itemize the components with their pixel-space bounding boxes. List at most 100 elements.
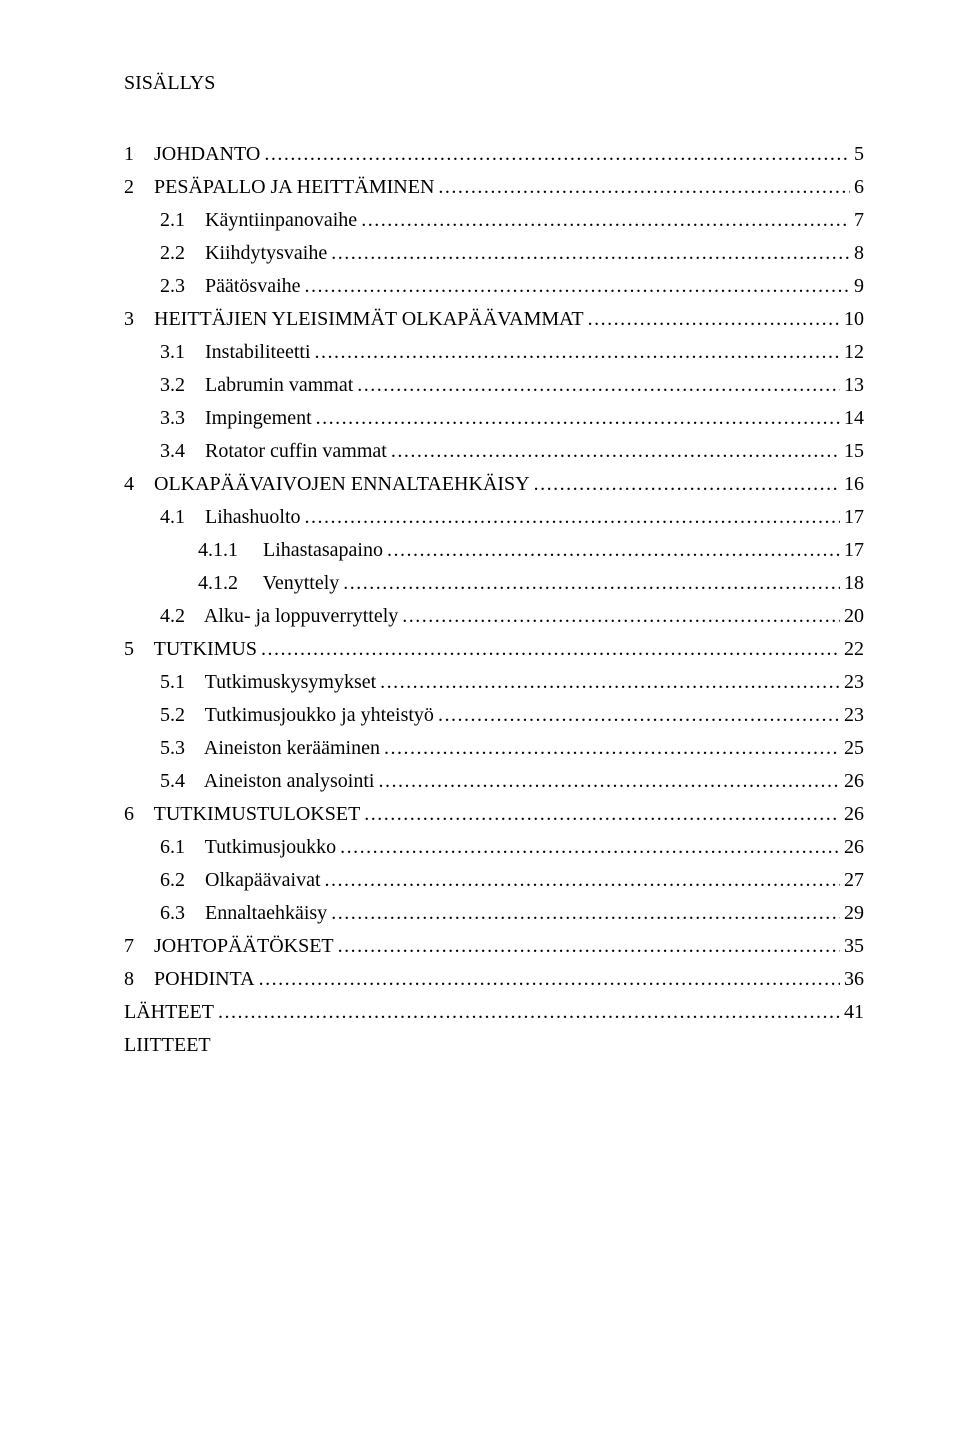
toc-entry: 2.3 Päätösvaihe 9	[124, 273, 864, 300]
toc-entry: 4 OLKAPÄÄVAIVOJEN ENNALTAEHKÄISY 16	[124, 471, 864, 498]
toc-page: 26	[844, 768, 864, 795]
toc-leader	[534, 471, 840, 498]
toc-label: 3 HEITTÄJIEN YLEISIMMÄT OLKAPÄÄVAMMAT	[124, 306, 584, 333]
toc-leader	[438, 702, 840, 729]
toc-entry: 6 TUTKIMUSTULOKSET 26	[124, 801, 864, 828]
toc-page: 36	[844, 966, 864, 993]
toc-entry: 4.1.1 Lihastasapaino 17	[124, 537, 864, 564]
toc-page: 6	[854, 174, 864, 201]
toc-entry: 4.1 Lihashuolto 17	[124, 504, 864, 531]
toc-label: 6 TUTKIMUSTULOKSET	[124, 801, 360, 828]
toc-page: 12	[844, 339, 864, 366]
toc-entry: LÄHTEET 41	[124, 999, 864, 1026]
toc-leader	[316, 405, 840, 432]
toc-entry: 2.1 Käyntiinpanovaihe 7	[124, 207, 864, 234]
toc-label: 3.3 Impingement	[160, 405, 312, 432]
toc-leader	[343, 570, 840, 597]
toc-label: 2.3 Päätösvaihe	[160, 273, 301, 300]
toc-leader	[378, 768, 840, 795]
toc-leader	[259, 966, 840, 993]
toc-entry-no-page: LIITTEET	[124, 1032, 864, 1059]
toc-page: 26	[844, 834, 864, 861]
toc-leader	[588, 306, 840, 333]
toc-label: 6.2 Olkapäävaivat	[160, 867, 321, 894]
toc-label: 5.4 Aineiston analysointi	[160, 768, 374, 795]
toc-leader	[357, 372, 840, 399]
toc-entry: 4.2 Alku- ja loppuverryttely 20	[124, 603, 864, 630]
toc-page: 41	[844, 999, 864, 1026]
toc-page: 10	[844, 306, 864, 333]
toc-entry: 8 POHDINTA 36	[124, 966, 864, 993]
toc-entry: 2 PESÄPALLO JA HEITTÄMINEN 6	[124, 174, 864, 201]
toc-label: 4.2 Alku- ja loppuverryttely	[160, 603, 398, 630]
toc-label: 2.1 Käyntiinpanovaihe	[160, 207, 357, 234]
toc-page: 23	[844, 669, 864, 696]
toc-entry: 6.3 Ennaltaehkäisy 29	[124, 900, 864, 927]
toc-entry: 3.1 Instabiliteetti 12	[124, 339, 864, 366]
toc-label: LÄHTEET	[124, 999, 214, 1026]
toc-label: 4.1.2 Venyttely	[198, 570, 339, 597]
toc-label: 8 POHDINTA	[124, 966, 255, 993]
document-page: SISÄLLYS 1 JOHDANTO 5 2 PESÄPALLO JA HEI…	[0, 0, 960, 1444]
toc-entry: 2.2 Kiihdytysvaihe 8	[124, 240, 864, 267]
toc-page: 13	[844, 372, 864, 399]
toc-label: 6.1 Tutkimusjoukko	[160, 834, 336, 861]
toc-label: 4.1.1 Lihastasapaino	[198, 537, 383, 564]
toc-page: 17	[844, 537, 864, 564]
toc-label: 2.2 Kiihdytysvaihe	[160, 240, 327, 267]
toc-entry: 5.4 Aineiston analysointi 26	[124, 768, 864, 795]
toc-leader	[391, 438, 840, 465]
toc-entry: 6.1 Tutkimusjoukko 26	[124, 834, 864, 861]
toc-leader	[364, 801, 840, 828]
toc-leader	[261, 636, 840, 663]
toc-label: 3.2 Labrumin vammat	[160, 372, 353, 399]
toc-entry: 6.2 Olkapäävaivat 27	[124, 867, 864, 894]
toc-entry: 3.4 Rotator cuffin vammat 15	[124, 438, 864, 465]
toc-leader	[387, 537, 840, 564]
toc-page: 7	[854, 207, 864, 234]
toc-entry: 1 JOHDANTO 5	[124, 141, 864, 168]
toc-label: 3.4 Rotator cuffin vammat	[160, 438, 387, 465]
toc-label: 5.1 Tutkimuskysymykset	[160, 669, 376, 696]
document-title: SISÄLLYS	[124, 70, 864, 97]
toc-page: 35	[844, 933, 864, 960]
toc-page: 29	[844, 900, 864, 927]
toc-leader	[331, 900, 840, 927]
toc-label: 5 TUTKIMUS	[124, 636, 257, 663]
toc-page: 18	[844, 570, 864, 597]
toc-leader	[305, 273, 850, 300]
toc-label: 4 OLKAPÄÄVAIVOJEN ENNALTAEHKÄISY	[124, 471, 530, 498]
toc-page: 14	[844, 405, 864, 432]
toc-page: 23	[844, 702, 864, 729]
toc-entry: 3 HEITTÄJIEN YLEISIMMÄT OLKAPÄÄVAMMAT 10	[124, 306, 864, 333]
toc-entry: 3.2 Labrumin vammat 13	[124, 372, 864, 399]
toc-leader	[402, 603, 840, 630]
toc-leader	[338, 933, 840, 960]
toc-entry: 3.3 Impingement 14	[124, 405, 864, 432]
toc-label: 5.3 Aineiston kerääminen	[160, 735, 380, 762]
toc-leader	[305, 504, 840, 531]
toc-page: 20	[844, 603, 864, 630]
toc-leader	[315, 339, 840, 366]
toc-label: 1 JOHDANTO	[124, 141, 260, 168]
toc-entry: 7 JOHTOPÄÄTÖKSET 35	[124, 933, 864, 960]
toc-leader	[264, 141, 850, 168]
toc-page: 15	[844, 438, 864, 465]
toc-entry: 4.1.2 Venyttely 18	[124, 570, 864, 597]
toc-leader	[325, 867, 841, 894]
toc-page: 16	[844, 471, 864, 498]
toc-leader	[438, 174, 850, 201]
toc-leader	[218, 999, 840, 1026]
toc-leader	[331, 240, 850, 267]
toc-page: 9	[854, 273, 864, 300]
toc-entry: 5.2 Tutkimusjoukko ja yhteistyö 23	[124, 702, 864, 729]
toc-page: 8	[854, 240, 864, 267]
toc-leader	[384, 735, 840, 762]
toc-entry: 5.3 Aineiston kerääminen 25	[124, 735, 864, 762]
toc-label: 2 PESÄPALLO JA HEITTÄMINEN	[124, 174, 434, 201]
toc-label: 6.3 Ennaltaehkäisy	[160, 900, 327, 927]
toc-page: 22	[844, 636, 864, 663]
toc-label: 5.2 Tutkimusjoukko ja yhteistyö	[160, 702, 434, 729]
toc-label: 7 JOHTOPÄÄTÖKSET	[124, 933, 334, 960]
toc-label: 4.1 Lihashuolto	[160, 504, 301, 531]
